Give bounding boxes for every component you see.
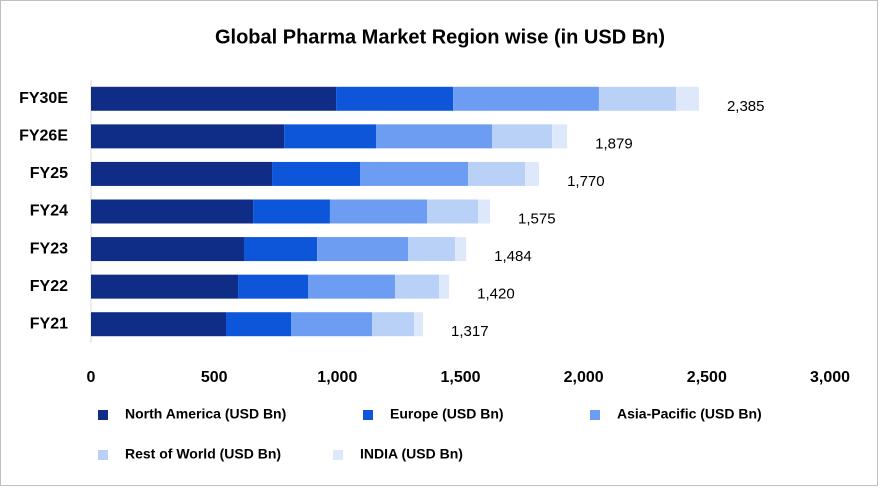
bar-segment (253, 199, 330, 224)
bar-segment (359, 161, 469, 186)
bar-segment (238, 274, 309, 299)
bar-segment (291, 312, 373, 337)
y-tick-label: FY23 (30, 240, 68, 257)
y-tick-label: FY26E (19, 128, 68, 145)
total-label: 1,879 (595, 135, 633, 152)
bar-segment (598, 86, 677, 111)
bar-segment (426, 199, 478, 224)
bar-segment (455, 237, 467, 262)
bar-segment (376, 124, 493, 149)
chart-title: Global Pharma Market Region wise (in USD… (215, 26, 665, 48)
y-tick-label: FY24 (30, 203, 68, 220)
bar-segment (272, 161, 360, 186)
bar-segment (308, 274, 395, 299)
legend-label: Rest of World (USD Bn) (125, 446, 281, 462)
bar-segment (408, 237, 456, 262)
bar-segment (552, 124, 568, 149)
x-tick-label: 2,000 (564, 369, 604, 386)
x-tick-label: 500 (201, 369, 228, 386)
bar-segment (477, 199, 491, 224)
x-tick-label: 1,500 (440, 369, 480, 386)
bar-segment (329, 199, 427, 224)
y-tick-label: FY30E (19, 90, 68, 107)
legend-label: Europe (USD Bn) (390, 406, 504, 422)
bar-segment (91, 312, 226, 337)
legend-swatch (363, 410, 373, 420)
x-tick-label: 2,500 (687, 369, 727, 386)
bar-segment (453, 86, 599, 111)
total-label: 1,575 (518, 210, 556, 227)
total-label: 1,420 (477, 286, 515, 303)
bar-segment (91, 274, 239, 299)
bar-segment (284, 124, 377, 149)
bar-segment (91, 124, 285, 149)
bar-segment (372, 312, 415, 337)
x-tick-label: 3,000 (810, 369, 850, 386)
legend-swatch (333, 450, 343, 460)
y-tick-label: FY21 (30, 315, 68, 332)
total-label: 1,484 (494, 248, 532, 265)
bar-segment (676, 86, 699, 111)
bar-segment (336, 86, 454, 111)
x-tick-label: 0 (87, 369, 96, 386)
legend-label: INDIA (USD Bn) (360, 446, 463, 462)
legend-swatch (590, 410, 600, 420)
bar-segment (394, 274, 440, 299)
bar-segment (91, 237, 244, 262)
total-label: 1,770 (567, 173, 605, 190)
bar-segment (243, 237, 318, 262)
x-tick-label: 1,000 (317, 369, 357, 386)
y-tick-label: FY22 (30, 278, 68, 295)
y-tick-label: FY25 (30, 165, 68, 182)
bar-segment (225, 312, 292, 337)
bar-segment (91, 86, 337, 111)
bar-segment (317, 237, 409, 262)
legend-label: North America (USD Bn) (125, 406, 286, 422)
total-label: 2,385 (727, 98, 765, 115)
bar-segment (414, 312, 424, 337)
legend-label: Asia-Pacific (USD Bn) (617, 406, 762, 422)
bar-segment (468, 161, 526, 186)
total-label: 1,317 (451, 323, 489, 340)
bar-segment (439, 274, 450, 299)
bar-segment (492, 124, 553, 149)
legend-swatch (98, 410, 108, 420)
bar-segment (91, 199, 254, 224)
legend-swatch (98, 450, 108, 460)
bar-segment (525, 161, 540, 186)
bar-segment (91, 161, 273, 186)
